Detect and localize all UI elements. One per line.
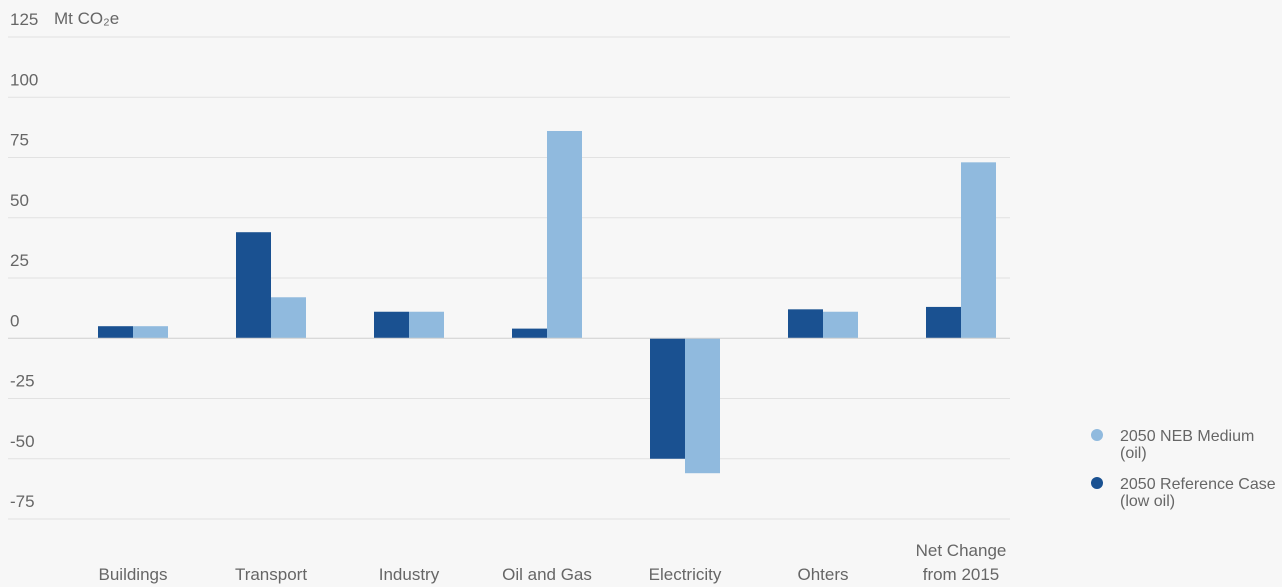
- y-tick-label: -25: [10, 372, 35, 391]
- bar-neb-medium: [133, 326, 168, 339]
- y-tick-label: 125: [10, 10, 38, 29]
- x-category-label: Electricity: [649, 565, 722, 584]
- x-axis-categories: Buildings Transport Industry Oil and Gas Ele…: [99, 541, 1007, 584]
- x-category-label: Oil and Gas: [502, 565, 592, 584]
- bar-reference-case: [374, 311, 409, 339]
- x-category-label: Net Change: [916, 541, 1007, 560]
- x-category-label: Ohters: [797, 565, 848, 584]
- bar-reference-case: [98, 326, 133, 339]
- y-tick-label: 25: [10, 251, 29, 270]
- y-tick-label: -75: [10, 492, 35, 511]
- legend-swatch: [1091, 429, 1103, 441]
- x-category-label: Industry: [379, 565, 440, 584]
- bar-neb-medium: [961, 162, 996, 339]
- x-category-label: from 2015: [923, 565, 1000, 584]
- legend-label: 2050 Reference Case: [1120, 476, 1276, 493]
- legend-swatch: [1091, 477, 1103, 489]
- bars: [98, 130, 996, 474]
- gridlines: [8, 36, 1010, 520]
- bar-reference-case: [512, 328, 547, 339]
- bar-neb-medium: [409, 311, 444, 339]
- y-tick-label: -50: [10, 432, 35, 451]
- legend-label: (oil): [1120, 445, 1147, 462]
- bar-reference-case: [236, 232, 271, 339]
- legend: 2050 NEB Medium(oil) 2050 Reference Case(…: [1091, 428, 1276, 510]
- bar-neb-medium: [547, 130, 582, 339]
- y-axis-unit-label: Mt CO₂e: [54, 9, 119, 28]
- bar-reference-case: [926, 306, 961, 339]
- y-tick-label: 50: [10, 191, 29, 210]
- legend-label: 2050 NEB Medium: [1120, 428, 1254, 445]
- y-tick-label: 100: [10, 70, 38, 89]
- x-category-label: Buildings: [99, 565, 168, 584]
- bar-reference-case: [650, 338, 685, 459]
- y-tick-label: 0: [10, 311, 19, 330]
- bar-reference-case: [788, 309, 823, 339]
- x-category-label: Transport: [235, 565, 307, 584]
- y-axis-ticks: 125 100 75 50 25 0 -25 -50 -75: [10, 10, 38, 511]
- bar-neb-medium: [685, 338, 720, 474]
- legend-label: (low oil): [1120, 493, 1175, 510]
- bar-neb-medium: [823, 311, 858, 339]
- bar-neb-medium: [271, 297, 306, 339]
- y-tick-label: 75: [10, 131, 29, 150]
